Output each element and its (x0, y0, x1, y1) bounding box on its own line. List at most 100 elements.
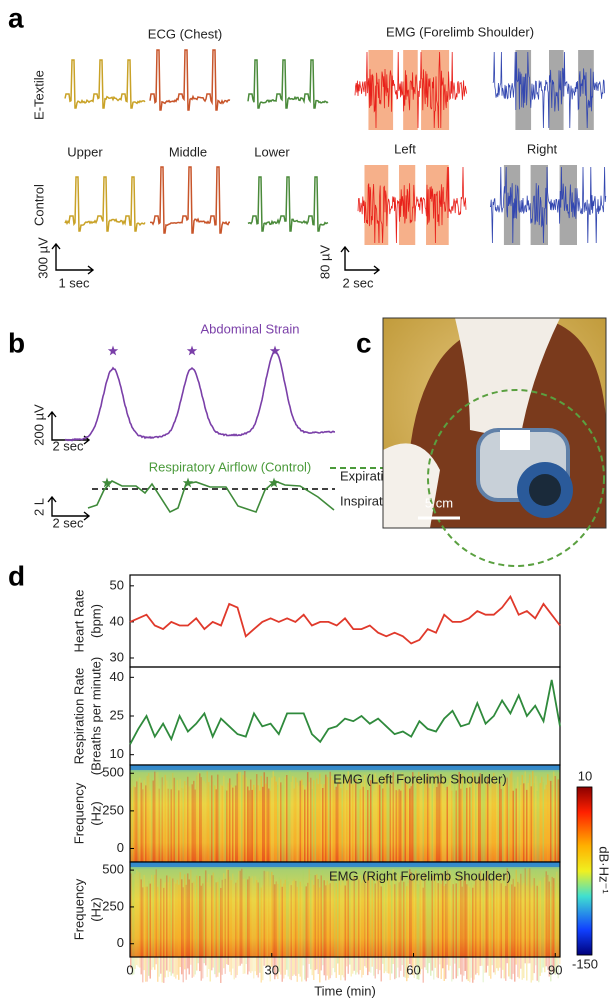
spectrogram-stripe (542, 782, 544, 880)
spectrogram-stripe (305, 886, 307, 982)
spectrogram-stripe (359, 789, 361, 887)
spectrogram-stripe (328, 884, 330, 980)
spectrogram-stripe (371, 871, 373, 967)
spectrogram-stripe (172, 878, 174, 974)
spectrogram-stripe (512, 790, 514, 888)
spectrogram-stripe (176, 780, 178, 878)
spectrogram-stripe (494, 784, 496, 882)
spectrogram-stripe (550, 886, 552, 982)
spectrogram-stripe (188, 786, 190, 884)
spectrogram-stripe (229, 876, 231, 972)
spectrogram-stripe (163, 785, 165, 883)
spectrogram-stripe (350, 784, 352, 882)
spectrogram-stripe (356, 877, 358, 973)
spectrogram-stripe (373, 790, 375, 888)
spectrogram-stripe (286, 774, 288, 872)
spectrogram-stripe (182, 788, 184, 886)
spectrogram-stripe (365, 872, 367, 968)
spectrogram-stripe (338, 779, 340, 877)
scale-label: 80 µV (317, 245, 332, 280)
spectrogram-stripe (272, 771, 274, 869)
spectrogram-stripe (170, 789, 172, 887)
colorbar-label: dB·Hz⁻¹ (597, 846, 612, 894)
spectrogram-stripe (250, 779, 252, 877)
spectrogram-stripe (169, 777, 171, 875)
spectrogram-stripe (259, 790, 261, 888)
spectrogram-stripe (337, 868, 339, 964)
spectrogram-stripe (152, 872, 154, 968)
spectrogram-stripe (272, 875, 274, 971)
spectrogram-stripe (409, 869, 411, 965)
spectrogram-stripe (134, 873, 136, 969)
spectrogram-stripe (362, 786, 364, 884)
spectrogram-stripe (224, 789, 226, 887)
spectrogram-stripe (289, 771, 291, 869)
spectrogram-stripe (142, 887, 144, 983)
spectrogram-stripe (520, 873, 522, 969)
spectrogram-stripe (424, 775, 426, 873)
scale-bar (340, 245, 381, 275)
spectrogram-stripe (437, 883, 439, 979)
line (129, 594, 561, 645)
spectrogram-stripe (182, 887, 184, 983)
spectrogram-stripe (535, 775, 537, 873)
spectrogram-stripe (539, 880, 541, 976)
spectrogram-stripe (398, 882, 400, 978)
spectrogram-stripe (230, 880, 232, 976)
x-tick-label: 60 (406, 962, 420, 977)
spectrogram-stripe (247, 879, 249, 975)
spectrogram-stripe (556, 871, 558, 967)
spectrogram-stripe (437, 775, 439, 873)
activity-band (549, 50, 564, 130)
spectrogram-stripe (239, 772, 241, 870)
x-axis-label: Time (min) (314, 983, 376, 998)
spectrogram-stripe (257, 882, 259, 978)
spectrogram-stripe (556, 778, 558, 876)
spectrogram-stripe (268, 871, 270, 967)
panel-label: b (8, 327, 25, 358)
spectrogram-stripe (226, 790, 228, 888)
spectrogram-stripe (295, 777, 297, 875)
spectrogram-stripe (394, 786, 396, 884)
spectrogram-stripe (418, 884, 420, 980)
spectrogram-stripe (260, 776, 262, 874)
y-tick-label: 500 (102, 862, 124, 877)
spectrogram-stripe (140, 782, 142, 880)
row-label: E-Textile (31, 70, 46, 120)
colorbar-tick-label: 10 (578, 768, 592, 783)
spectrogram-stripe (442, 873, 444, 969)
ecg-trace (247, 176, 329, 232)
spectrogram-stripe (331, 880, 333, 976)
spectrogram-stripe (256, 880, 258, 976)
spectrogram-stripe (413, 784, 415, 882)
spectrogram-stripe (368, 782, 370, 880)
spectrogram-stripe (311, 788, 313, 886)
spectrogram-stripe (338, 879, 340, 975)
spectrogram-stripe (335, 882, 337, 978)
spectrogram-stripe (497, 875, 499, 971)
spectrogram-stripe (344, 780, 346, 878)
spectrogram-stripe (316, 874, 318, 970)
spectrogram-stripe (460, 788, 462, 886)
spectrogram-stripe (406, 886, 408, 982)
spectrogram-stripe (208, 782, 210, 880)
spectrogram-stripe (520, 784, 522, 882)
spectrogram-stripe (218, 877, 220, 973)
spectrogram-stripe (178, 790, 180, 888)
spectrogram-stripe (280, 782, 282, 880)
spectrogram-stripe (205, 870, 207, 966)
spectrogram-stripe (247, 786, 249, 884)
spectrogram-stripe (181, 787, 183, 885)
spectrogram-stripe (187, 873, 189, 969)
spectrogram-stripe (370, 877, 372, 973)
spectrogram-stripe (215, 882, 217, 978)
spectrogram-stripe (187, 776, 189, 874)
spectrogram-stripe (304, 789, 306, 887)
spectrogram-stripe (401, 772, 403, 870)
spectrogram-stripe (185, 784, 187, 882)
spectrogram-stripe (293, 788, 295, 886)
spectrogram-stripe (293, 879, 295, 975)
scale-bar (47, 495, 91, 521)
activity-band (559, 165, 577, 245)
spectrogram-stripe (265, 783, 267, 881)
